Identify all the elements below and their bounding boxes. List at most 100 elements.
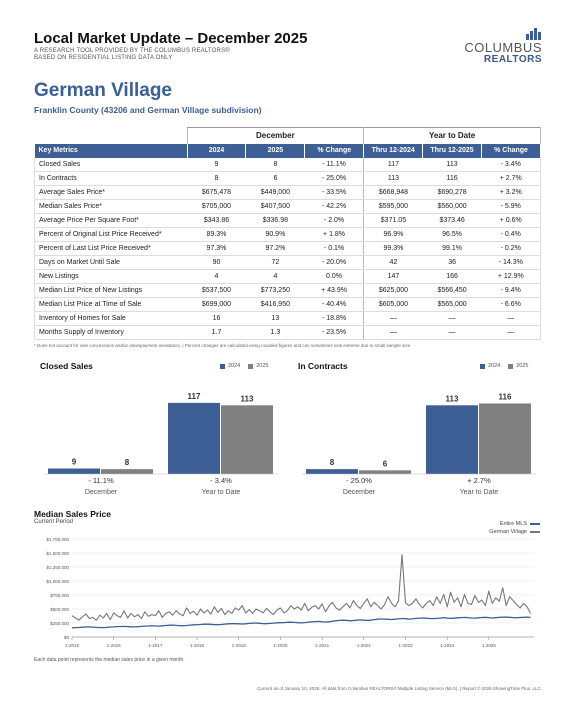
metric-value: 96.5%	[422, 227, 482, 242]
bar-value-label: 113	[241, 394, 254, 403]
median-sales-price-legend: Entire MLS German Village	[489, 520, 540, 536]
table-row: Days on Market Until Sale 90 72- 20.0% 42 36…	[34, 255, 541, 270]
metric-value: + 3.2%	[481, 185, 541, 200]
metric-value: $449,000	[245, 185, 305, 200]
group-header-year-to-date: Year to Date	[363, 127, 541, 144]
report-title: Local Market Update – December 2025	[34, 30, 308, 47]
metric-label: Average Sales Price*	[34, 185, 188, 200]
table-row: Months Supply of Inventory 1.7 1.3- 23.5% —…	[34, 325, 541, 340]
bar-value-label: 117	[188, 392, 201, 401]
metric-value: 90.9%	[245, 227, 305, 242]
median-sales-price-chart: $1,750,000 $1,500,000 $1,250,000 $1,000,000…	[46, 537, 534, 648]
table-row: Median Sales Price* $705,000 $407,500- 42.…	[34, 199, 541, 214]
logo-bars-icon	[526, 28, 542, 40]
bar-2024-1	[168, 402, 220, 474]
column-header: % Change	[304, 143, 365, 158]
bar-value-label: 113	[446, 394, 459, 403]
y-tick-label: $0	[64, 635, 70, 640]
percent-change-label: - 11.1%	[88, 476, 114, 485]
x-tick-label: 1-2016	[107, 643, 122, 648]
metric-value: 4	[245, 269, 305, 284]
metric-value: 0.0%	[304, 269, 365, 284]
metric-value: $566,450	[422, 283, 482, 298]
metric-value: 96.9%	[363, 227, 423, 242]
metric-label: Days on Market Until Sale	[34, 255, 188, 270]
metric-value: - 0.1%	[304, 241, 365, 256]
x-tick-label: 1-2021	[315, 643, 330, 648]
metric-value: 16	[187, 311, 246, 326]
table-row: Average Sales Price* $675,478 $449,000- 33…	[34, 185, 541, 200]
metric-value: $668,948	[363, 185, 423, 200]
x-tick-label: 1-2015	[65, 643, 80, 648]
metric-value: $699,000	[187, 297, 246, 312]
bar-2025-0	[101, 469, 153, 474]
bar-2025-1	[221, 405, 273, 474]
metric-value: 116	[422, 171, 482, 186]
area-title: German Village	[34, 80, 172, 101]
metric-value: - 23.5%	[304, 325, 365, 340]
metric-value: - 18.8%	[304, 311, 365, 326]
x-tick-label: 1-2023	[398, 643, 413, 648]
column-header: Key Metrics	[34, 143, 188, 158]
metric-value: 89.3%	[187, 227, 246, 242]
report-subtitle-line2: BASED ON RESIDENTIAL LISTING DATA ONLY	[34, 55, 173, 61]
percent-change-label: + 2.7%	[467, 476, 491, 485]
metric-value: —	[363, 325, 423, 340]
metric-value: - 2.0%	[304, 213, 365, 228]
metric-value: —	[363, 311, 423, 326]
metric-value: 97.2%	[245, 241, 305, 256]
percent-change-label: - 25.0%	[346, 476, 372, 485]
x-tick-label: 1-2025	[482, 643, 497, 648]
metric-label: Percent of Last List Price Received*	[34, 241, 188, 256]
metric-value: $371.05	[363, 213, 423, 228]
bar-value-label: 9	[72, 458, 77, 467]
column-header: Thru 12-2025	[422, 143, 483, 158]
column-header: % Change	[481, 143, 541, 158]
metric-label: Percent of Original List Price Received*	[34, 227, 188, 242]
metric-label: Median List Price at Time of Sale	[34, 297, 188, 312]
median-sales-price-title: Median Sales Price	[34, 509, 112, 519]
metric-value: - 11.1%	[304, 157, 365, 172]
metric-value: $416,950	[245, 297, 305, 312]
category-label: Year to Date	[202, 489, 241, 496]
bar-2024-0	[48, 468, 100, 474]
metric-value: 147	[363, 269, 423, 284]
metric-value: - 42.2%	[304, 199, 365, 214]
metric-label: Median Sales Price*	[34, 199, 188, 214]
column-header: Thru 12-2024	[363, 143, 424, 158]
metric-value: 6	[245, 171, 305, 186]
metric-label: Months Supply of Inventory	[34, 325, 188, 340]
table-row: Percent of Original List Price Received*…	[34, 227, 541, 242]
metric-label: New Listings	[34, 269, 188, 284]
metric-value: 4	[187, 269, 246, 284]
report-subtitle-line1: A RESEARCH TOOL PROVIDED BY THE COLUMBUS…	[34, 48, 230, 54]
metric-label: Closed Sales	[34, 157, 188, 172]
median-sales-price-subtitle: Current Period	[34, 519, 74, 525]
metric-value: 8	[187, 171, 246, 186]
table-row: Inventory of Homes for Sale 16 13- 18.8% — —…	[34, 311, 541, 326]
legend-item-2025: 2025	[248, 363, 269, 369]
metric-value: 9	[187, 157, 246, 172]
key-metrics-table: December Year to Date Key Metrics 2024 2…	[34, 127, 541, 340]
metric-value: + 0.6%	[481, 213, 541, 228]
legend-item-entire-mls: Entire MLS	[489, 520, 540, 528]
metric-value: - 20.0%	[304, 255, 365, 270]
metric-value: $605,000	[363, 297, 423, 312]
category-label: December	[343, 489, 376, 496]
bar-value-label: 116	[499, 392, 512, 401]
closed-sales-title: Closed Sales	[40, 361, 93, 371]
x-tick-label: 1-2022	[357, 643, 372, 648]
x-tick-label: 1-2017	[148, 643, 163, 648]
in-contracts-chart: 8 6 - 25.0% December 113 116 + 2.7% Year to Dat…	[302, 392, 536, 496]
metric-value: $705,000	[187, 199, 246, 214]
column-header: 2024	[187, 143, 247, 158]
legend-item-2024: 2024	[480, 363, 500, 369]
columbus-realtors-logo: COLUMBUS REALTORS	[452, 28, 542, 66]
metric-value: 90	[187, 255, 246, 270]
x-tick-label: 1-2019	[232, 643, 247, 648]
table-row: New Listings 4 4 0.0% 147 166 + 12.9%	[34, 269, 541, 284]
group-header-december: December	[186, 127, 365, 144]
metric-value: $560,000	[422, 199, 482, 214]
logo-word-realtors: REALTORS	[483, 54, 542, 65]
metric-label: In Contracts	[34, 171, 188, 186]
